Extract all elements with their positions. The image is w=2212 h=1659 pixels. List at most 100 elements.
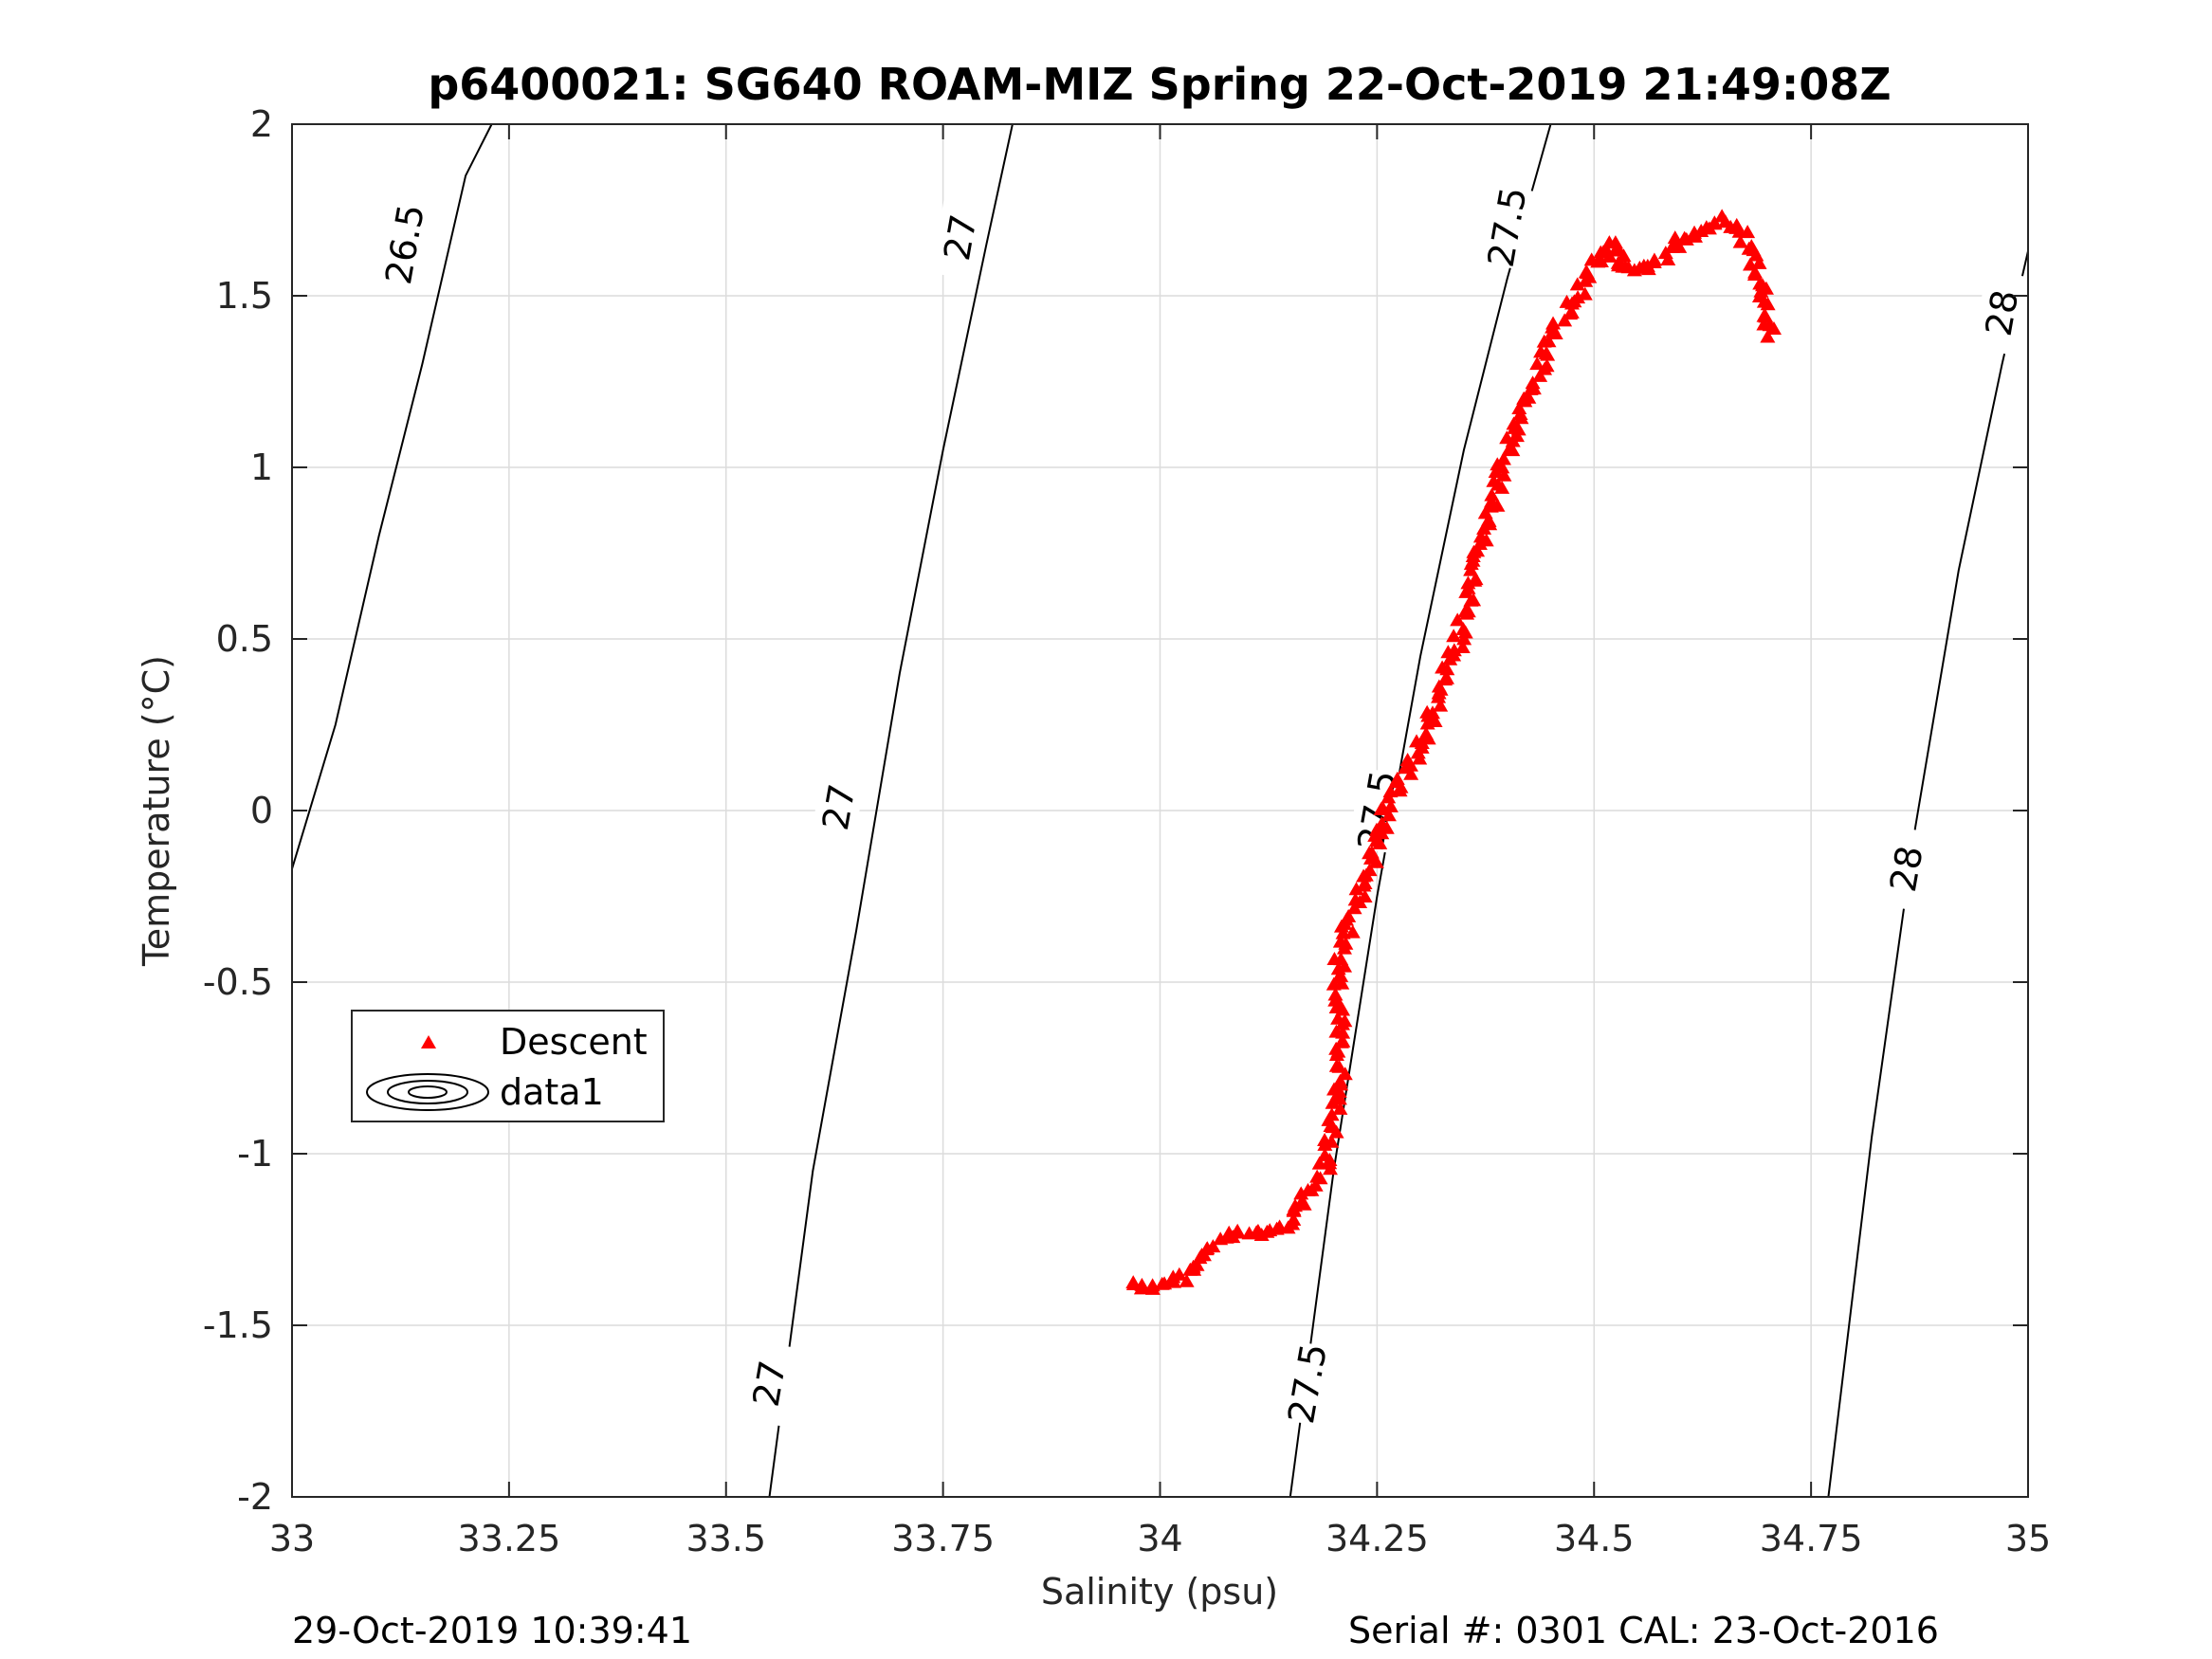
contour-label-background xyxy=(1278,1340,1336,1427)
contour-label-group: 26.5 xyxy=(375,201,432,287)
legend-box xyxy=(351,1010,665,1122)
descent-point xyxy=(1325,1095,1341,1109)
descent-point xyxy=(1570,290,1586,304)
y-tick-label: -0.5 xyxy=(203,961,273,1003)
descent-point xyxy=(1577,286,1593,301)
descent-point xyxy=(1433,698,1449,712)
x-tick-label: 33 xyxy=(269,1518,315,1559)
descent-point xyxy=(1601,248,1618,263)
y-ticks: -2 -1.5 -1 -0.5 0 0.5 1 1.5 2 xyxy=(203,103,2028,1518)
descent-point xyxy=(1286,1212,1302,1226)
descent-point xyxy=(1344,924,1361,939)
descent-point xyxy=(1532,368,1548,382)
descent-point xyxy=(1144,1281,1161,1295)
x-tick-label: 33.75 xyxy=(891,1518,995,1559)
y-tick-label: 1 xyxy=(250,447,273,488)
y-tick-label: 0.5 xyxy=(216,618,273,660)
y-tick-label: 2 xyxy=(250,103,273,145)
descent-point xyxy=(1438,670,1454,684)
contour-label-group: 27 xyxy=(740,1340,797,1427)
descent-point xyxy=(1317,1147,1333,1161)
contour-label: 27 xyxy=(745,1358,795,1410)
descent-point xyxy=(1435,660,1451,674)
descent-point xyxy=(1481,512,1497,526)
descent-point xyxy=(1609,243,1625,257)
contour-label-background xyxy=(375,201,432,287)
descent-point xyxy=(1646,252,1662,266)
contour-label-background xyxy=(930,193,988,281)
descent-point xyxy=(1171,1267,1187,1281)
descent-point xyxy=(1307,1177,1324,1192)
descent-point xyxy=(1332,1073,1348,1087)
descent-point xyxy=(1450,612,1466,627)
descent-point xyxy=(1326,1082,1343,1096)
x-tick-label: 34.75 xyxy=(1760,1518,1863,1559)
contour-label-background xyxy=(1477,184,1535,270)
x-tick-label: 34 xyxy=(1137,1518,1182,1559)
descent-point xyxy=(1563,304,1580,319)
descent-point xyxy=(1327,987,1344,1001)
descent-point xyxy=(1337,958,1353,973)
descent-point xyxy=(1472,536,1488,550)
descent-point xyxy=(1470,543,1486,557)
y-tick-label: -1 xyxy=(237,1133,273,1175)
legend-contour-marker xyxy=(366,1073,489,1111)
x-tick-label: 33.25 xyxy=(457,1518,560,1559)
contour-label-group: 27 xyxy=(809,763,867,850)
footer-serial-cal: Serial #: 0301 CAL: 23-Oct-2016 xyxy=(1348,1610,1939,1651)
descent-point xyxy=(1389,771,1405,785)
descent-point xyxy=(1455,622,1472,636)
x-axis-label: Salinity (psu) xyxy=(1041,1571,1278,1613)
descent-point xyxy=(1179,1273,1195,1287)
footer-timestamp: 29-Oct-2019 10:39:41 xyxy=(292,1610,692,1651)
descent-point xyxy=(1732,234,1748,248)
descent-point xyxy=(1529,356,1545,371)
descent-point xyxy=(1399,752,1416,766)
descent-point xyxy=(1185,1259,1201,1273)
descent-point xyxy=(1740,225,1756,239)
x-tick-label: 34.5 xyxy=(1554,1518,1635,1559)
descent-point xyxy=(1545,316,1562,330)
descent-point xyxy=(1446,629,1462,643)
descent-point xyxy=(1616,248,1632,263)
y-axis-label: Temperature (°C) xyxy=(136,655,177,967)
descent-point xyxy=(1541,334,1557,348)
descent-point xyxy=(1337,1066,1353,1081)
y-tick-label: 0 xyxy=(250,790,273,831)
descent-point xyxy=(1505,443,1521,457)
descent-point xyxy=(1760,297,1776,311)
descent-point xyxy=(1333,968,1349,982)
descent-point xyxy=(1341,908,1357,922)
descent-point xyxy=(1593,254,1609,268)
descent-point xyxy=(1427,713,1443,727)
descent-point xyxy=(1538,346,1554,360)
descent-point xyxy=(1525,375,1541,390)
descent-point xyxy=(1557,313,1573,327)
contour-label-background xyxy=(1876,825,1934,912)
descent-point xyxy=(1698,220,1714,234)
x-tick-label: 35 xyxy=(2005,1518,2051,1559)
grid-lines xyxy=(292,124,2028,1497)
y-tick-label: -1.5 xyxy=(203,1304,273,1346)
contour-label-background xyxy=(740,1340,797,1427)
descent-point xyxy=(1496,467,1512,482)
contour-label: 27 xyxy=(814,781,864,833)
descent-point xyxy=(1300,1182,1316,1196)
contour-label: 28 xyxy=(1978,286,2027,338)
descent-point xyxy=(1229,1225,1245,1239)
descent-point xyxy=(1457,604,1473,618)
descent-point xyxy=(1335,1033,1351,1048)
y-tick-label: -2 xyxy=(237,1476,273,1518)
descent-point xyxy=(1324,1134,1340,1148)
descent-point xyxy=(1414,736,1430,750)
legend-entry-descent: Descent xyxy=(500,1021,648,1063)
descent-point xyxy=(1466,592,1482,607)
contour-line xyxy=(291,123,493,869)
descent-point xyxy=(1374,816,1390,830)
descent-series xyxy=(1125,209,1782,1295)
descent-point xyxy=(1717,214,1733,228)
descent-point xyxy=(1583,252,1600,266)
descent-point xyxy=(1125,1275,1142,1289)
descent-point xyxy=(1676,230,1692,245)
contour-label: 27 xyxy=(936,211,985,264)
